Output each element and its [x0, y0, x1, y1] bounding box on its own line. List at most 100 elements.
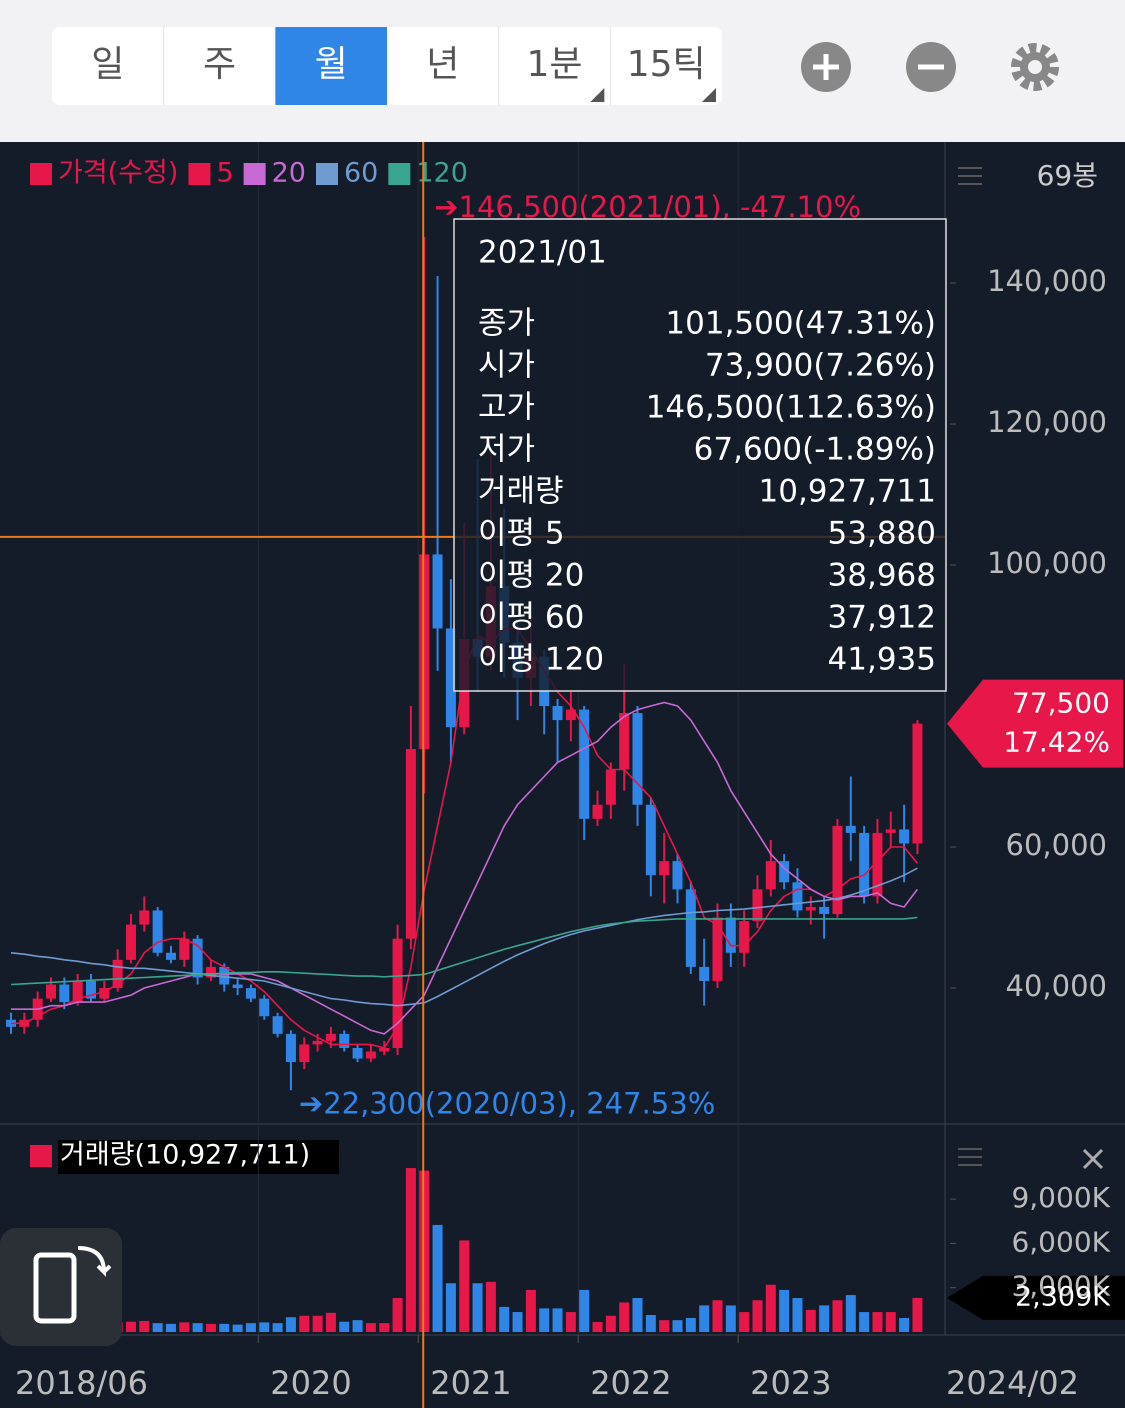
candle-body	[392, 938, 403, 1048]
volume-bar	[432, 1224, 443, 1332]
candle-body	[619, 713, 630, 770]
volume-legend: 거래량(10,927,711)	[60, 1140, 310, 1171]
candle-body	[779, 861, 790, 883]
candle-body	[219, 966, 230, 985]
candle-body	[579, 709, 590, 819]
candle-body	[325, 1033, 336, 1041]
last-price-box	[947, 679, 1123, 768]
candle-body	[765, 861, 776, 890]
volume-bar	[712, 1300, 723, 1332]
menu-icon[interactable]	[958, 1148, 982, 1166]
legend-swatch	[30, 163, 52, 185]
volume-bar	[259, 1322, 270, 1332]
candle-body	[259, 998, 270, 1017]
volume-bar	[525, 1289, 536, 1332]
tooltip-value: 37,912	[828, 600, 936, 636]
last-change-label: 17.42%	[1003, 726, 1110, 759]
volume-bar	[405, 1168, 416, 1332]
volume-bar	[899, 1317, 910, 1332]
candle-body	[99, 988, 110, 999]
candle-body	[245, 988, 256, 999]
tab[interactable]: 년	[426, 44, 459, 85]
candle-body	[112, 959, 123, 989]
tooltip-value: 146,500(112.63%)	[646, 390, 936, 426]
tooltip-label: 저가	[478, 432, 535, 468]
candle-body	[752, 889, 763, 922]
candle-body	[552, 706, 563, 721]
close-icon[interactable]	[1082, 1148, 1104, 1170]
volume-bar	[245, 1323, 256, 1332]
tab[interactable]: 월	[315, 44, 348, 85]
tooltip-value: 38,968	[828, 558, 936, 594]
volume-bar	[552, 1308, 563, 1332]
volume-bar	[725, 1305, 736, 1332]
candle-body	[272, 1016, 283, 1034]
moving-average-line	[10, 916, 918, 986]
volume-bar	[299, 1315, 310, 1332]
y-tick-label: 9,000K	[1011, 1181, 1110, 1214]
tooltip-value: 67,600(-1.89%)	[694, 432, 936, 468]
candle-body	[739, 921, 750, 953]
y-tick-label: 120,000	[987, 405, 1107, 439]
candle-body	[872, 832, 883, 897]
y-tick-label: 3,000K	[1011, 1270, 1110, 1303]
volume-bar	[779, 1289, 790, 1332]
volume-bar	[485, 1281, 496, 1332]
menu-icon[interactable]	[958, 167, 982, 185]
volume-bar	[125, 1321, 136, 1332]
x-tick-label: 2024/02	[946, 1364, 1079, 1402]
volume-bar	[165, 1323, 176, 1332]
tab[interactable]: 일	[91, 44, 124, 85]
tooltip-label: 고가	[478, 390, 535, 426]
x-tick-label: 2023	[750, 1364, 831, 1402]
tab[interactable]: 1분	[526, 44, 582, 85]
volume-bar	[885, 1312, 896, 1332]
settings-button[interactable]	[1011, 43, 1059, 91]
volume-bar	[579, 1289, 590, 1332]
volume-bar	[872, 1312, 883, 1332]
candle-body	[339, 1033, 350, 1048]
candle-body	[645, 804, 656, 876]
volume-bar	[805, 1309, 816, 1332]
last-volume-box	[947, 1275, 1125, 1320]
zoom-in-button[interactable]	[801, 42, 851, 92]
candle-body	[845, 825, 856, 833]
volume-bar	[339, 1321, 350, 1332]
candle-body	[125, 924, 136, 960]
last-price-label: 77,500	[1012, 687, 1110, 720]
x-tick-label: 2020	[270, 1364, 351, 1402]
volume-bar	[312, 1315, 323, 1332]
volume-bar	[499, 1306, 510, 1332]
tab[interactable]: 15틱	[627, 44, 706, 85]
volume-bar	[179, 1322, 190, 1332]
rotate-button[interactable]	[0, 1228, 122, 1346]
tooltip-label: 이평 60	[478, 600, 584, 636]
candle-body	[832, 825, 843, 915]
volume-bar	[539, 1308, 550, 1332]
volume-bar	[459, 1240, 470, 1332]
candle-body	[85, 980, 96, 999]
volume-bar	[685, 1317, 696, 1332]
candle-body	[592, 804, 603, 819]
candle-body	[59, 984, 70, 1003]
dropdown-indicator	[702, 88, 716, 102]
volume-bar	[365, 1323, 376, 1332]
candle-body	[792, 882, 803, 911]
tooltip-label: 이평 120	[478, 642, 604, 678]
volume-bar	[845, 1295, 856, 1332]
tooltip-value: 41,935	[828, 642, 936, 678]
legend-label: 20	[272, 158, 306, 189]
legend-label: 5	[216, 158, 233, 189]
candle-body	[712, 917, 723, 981]
volume-bar	[859, 1312, 870, 1332]
moving-average-line	[10, 867, 918, 1007]
candle-body	[139, 910, 150, 925]
tab[interactable]: 주	[203, 44, 236, 85]
candle-body	[45, 984, 56, 999]
candle-body	[379, 1047, 390, 1052]
moving-average-line	[11, 701, 919, 1035]
volume-bar	[512, 1312, 523, 1332]
y-tick-label: 6,000K	[1011, 1225, 1110, 1258]
zoom-out-button[interactable]	[906, 42, 956, 92]
